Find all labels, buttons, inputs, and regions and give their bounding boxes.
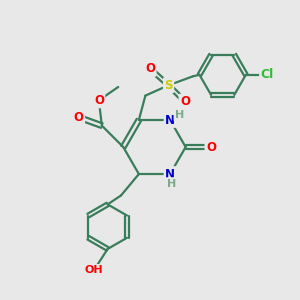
Text: N: N xyxy=(165,113,175,127)
Text: O: O xyxy=(180,95,190,108)
Text: Cl: Cl xyxy=(261,68,274,81)
Text: S: S xyxy=(164,79,173,92)
Text: OH: OH xyxy=(85,266,104,275)
Text: O: O xyxy=(145,62,155,75)
Text: N: N xyxy=(165,168,175,181)
Text: H: H xyxy=(167,178,176,189)
Text: O: O xyxy=(94,94,104,107)
Text: O: O xyxy=(206,140,216,154)
Text: H: H xyxy=(175,110,184,120)
Text: O: O xyxy=(74,111,84,124)
